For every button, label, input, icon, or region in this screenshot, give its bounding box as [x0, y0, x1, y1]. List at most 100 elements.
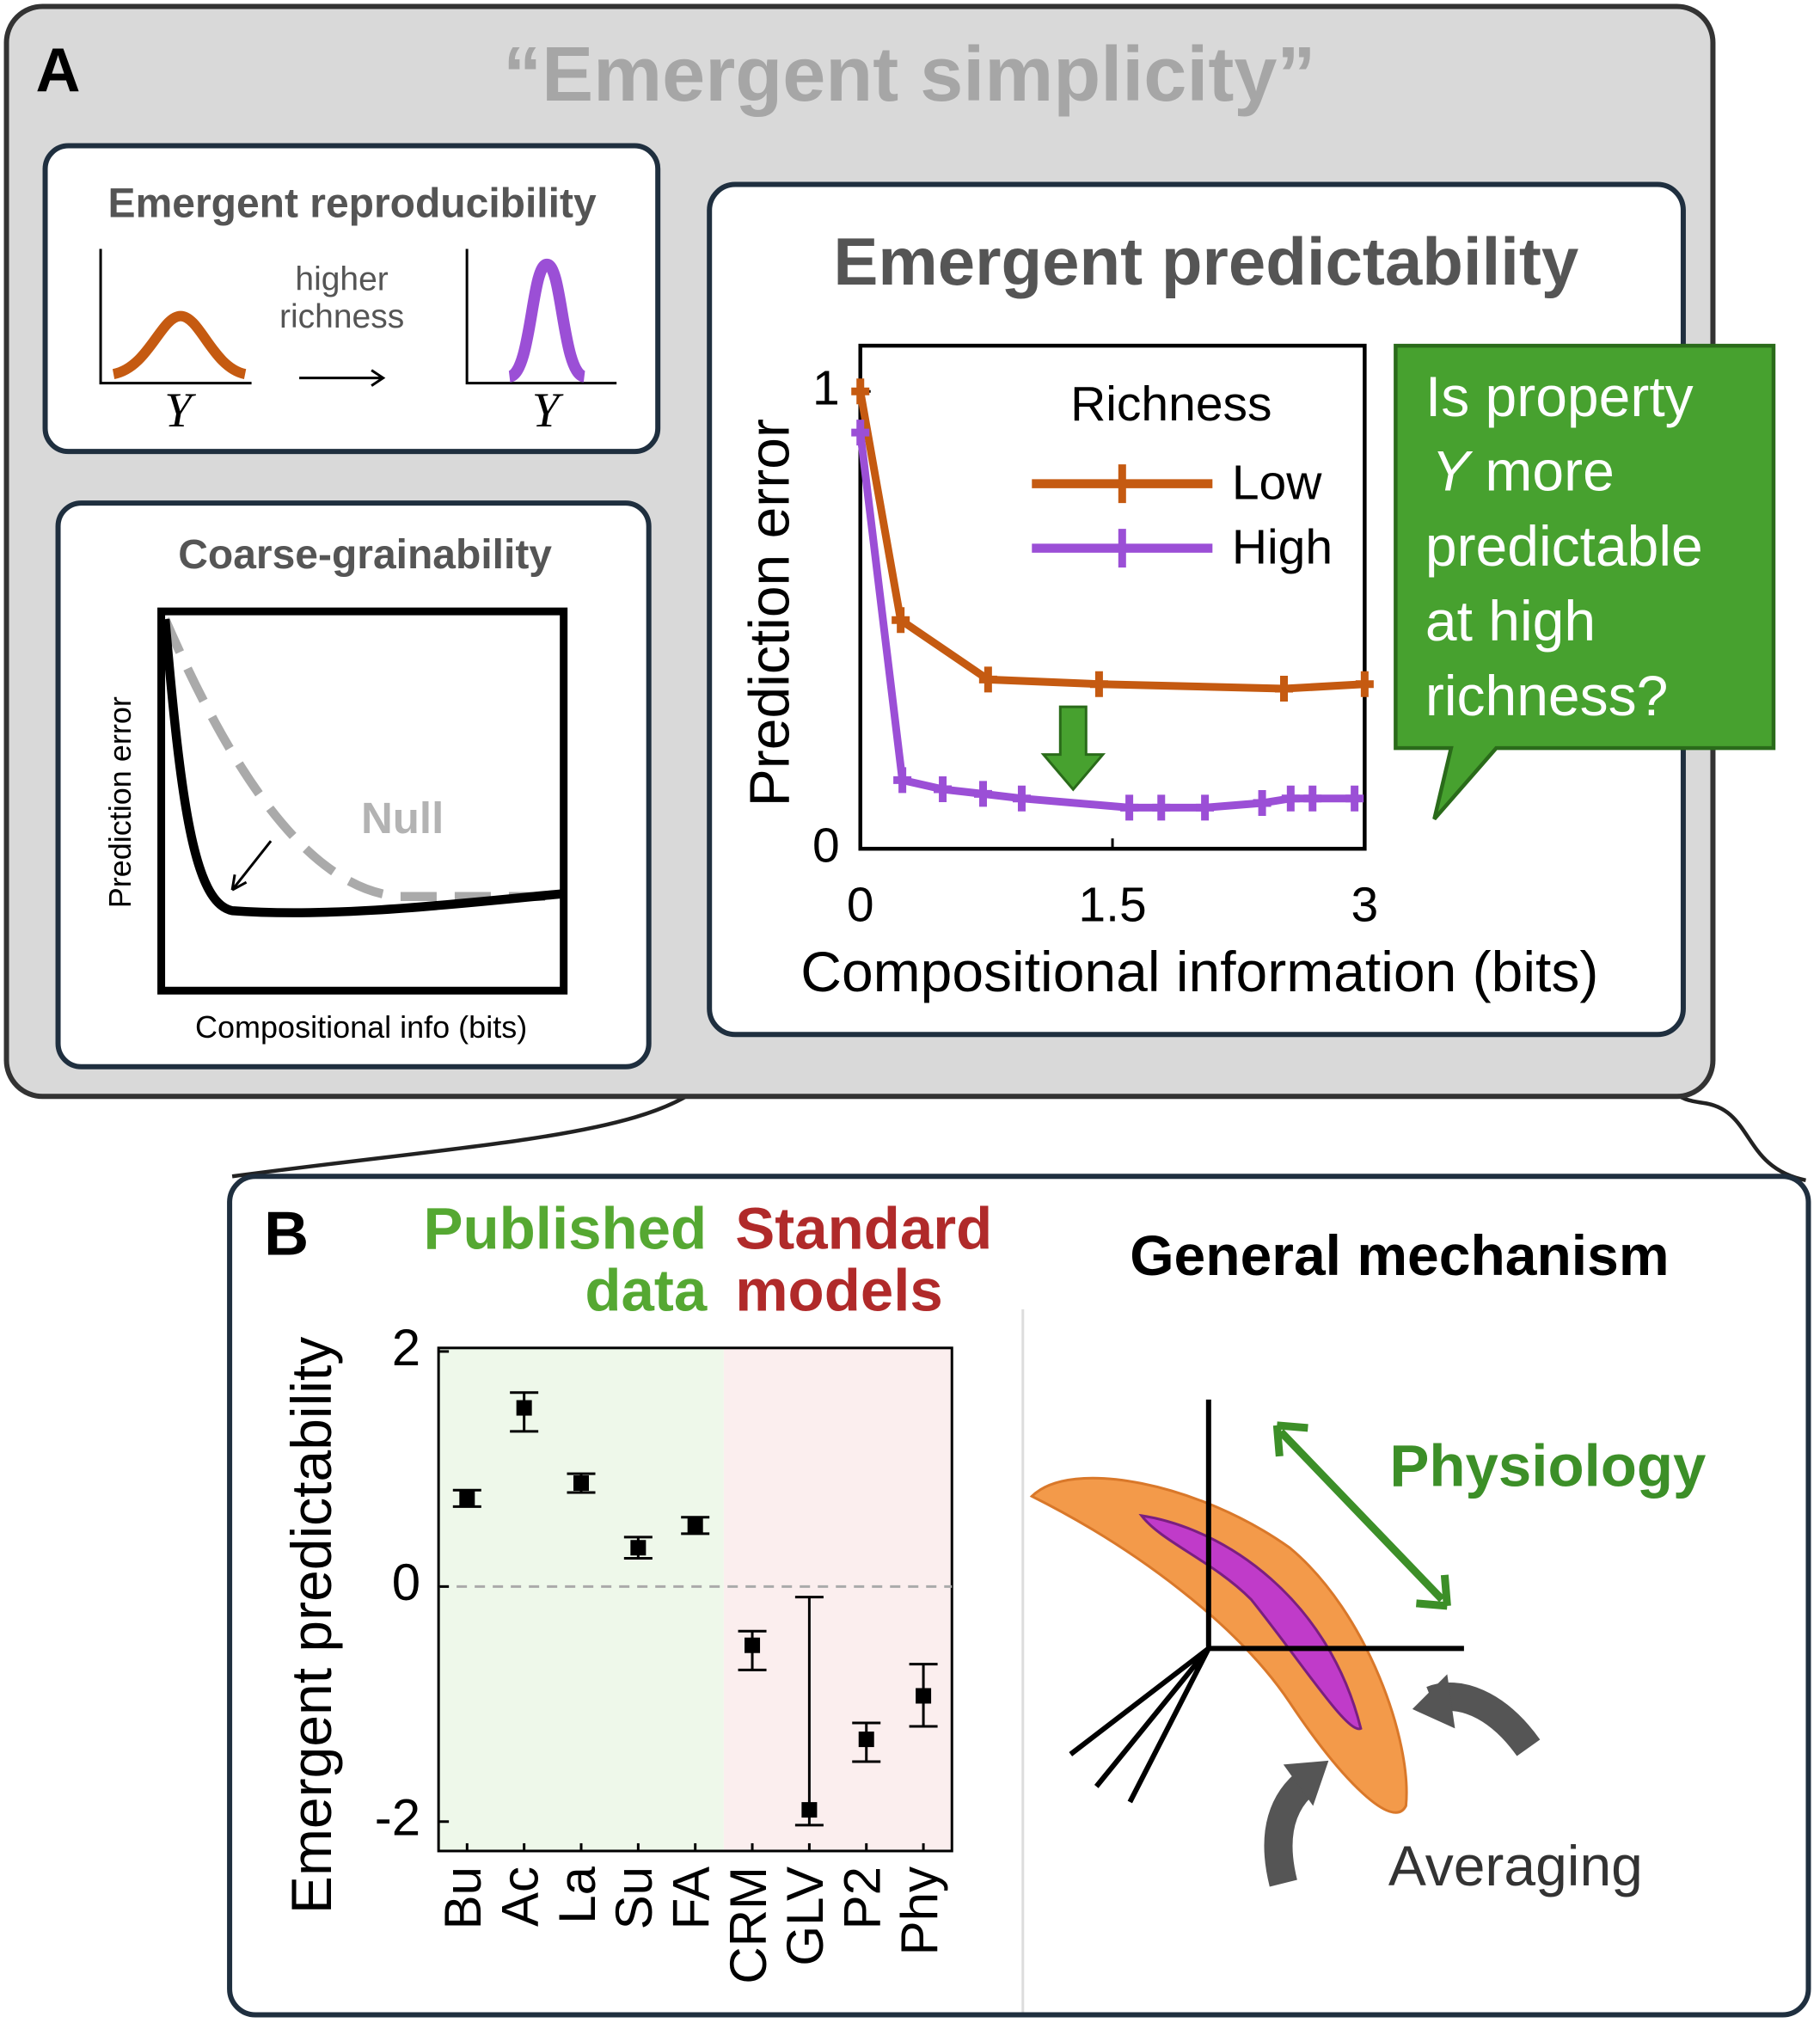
- axis-label: Y: [164, 383, 196, 438]
- inner-manifold: [1138, 1513, 1363, 1731]
- axes: [99, 248, 252, 385]
- point: [916, 1688, 932, 1704]
- marker: [1012, 785, 1031, 812]
- marker: [851, 420, 870, 446]
- marker: [1274, 676, 1294, 702]
- callout-line: at high: [1425, 589, 1596, 653]
- x-tick-label: Ac: [492, 1867, 549, 1927]
- axis-label: Prediction error: [738, 419, 801, 806]
- x-tick-label: FA: [663, 1867, 720, 1929]
- marker: [1281, 785, 1300, 812]
- x-tick-label: Phy: [891, 1867, 948, 1955]
- x-tick-label: GLV: [776, 1867, 834, 1966]
- double-arrow: [1272, 1421, 1451, 1610]
- plot-box: [157, 607, 568, 995]
- highlight-arrow: [1040, 705, 1106, 792]
- box-title: Emergent reproducibility: [108, 181, 597, 227]
- group-label: Published: [423, 1196, 707, 1262]
- axis-label: Prediction error: [102, 696, 138, 908]
- point: [858, 1732, 874, 1748]
- x-tick-label: 3: [1351, 877, 1379, 932]
- point: [459, 1490, 475, 1506]
- mechanism-title: General mechanism: [1130, 1223, 1669, 1287]
- point: [516, 1400, 532, 1416]
- legend-label: Low: [1232, 456, 1322, 511]
- variable: Y: [1431, 439, 1473, 503]
- null-curve: [161, 617, 561, 901]
- marker: [1120, 794, 1139, 821]
- region: [438, 1347, 724, 1851]
- marker: [1345, 785, 1364, 812]
- callout-line: predictable: [1425, 514, 1703, 578]
- panel-title: “Emergent simplicity”: [503, 32, 1315, 118]
- axes: [1069, 1399, 1464, 1804]
- mechanism-label: Physiology: [1389, 1433, 1706, 1499]
- panel-label: B: [264, 1199, 309, 1268]
- box: [42, 143, 661, 455]
- null-label: Null: [361, 794, 444, 843]
- y-tick-label: -2: [375, 1789, 420, 1847]
- legend-title: Richness: [1070, 377, 1272, 432]
- callout: [1394, 343, 1776, 821]
- marker: [1089, 671, 1108, 697]
- x-tick-label: La: [548, 1866, 606, 1923]
- curve: [112, 310, 247, 379]
- marker: [892, 607, 910, 634]
- manifold: [1029, 1476, 1408, 1814]
- curve: [160, 618, 562, 917]
- x-tick-label: 0: [847, 877, 874, 932]
- region: [723, 1347, 953, 1851]
- marker: [1253, 790, 1272, 817]
- marker: [1152, 794, 1171, 821]
- callout-word: more: [1485, 439, 1614, 503]
- y-tick-label: 1: [812, 360, 840, 415]
- group-label: models: [735, 1258, 943, 1324]
- marker: [851, 378, 870, 405]
- point: [630, 1540, 646, 1556]
- box-title: Emergent predictability: [833, 224, 1578, 299]
- marker: [1355, 671, 1374, 697]
- arrow-label: higher: [295, 261, 388, 297]
- axis-label: Compositional info (bits): [195, 1009, 527, 1045]
- marker: [1196, 794, 1215, 821]
- axis-label: Emergent predictability: [279, 1337, 343, 1914]
- x-tick-label: P2: [834, 1867, 892, 1929]
- group-label: data: [585, 1258, 708, 1324]
- x-tick-label: CRM: [720, 1867, 777, 1984]
- error-bar: [794, 1596, 824, 1827]
- marker: [934, 776, 953, 803]
- point: [573, 1475, 590, 1492]
- arrow: [299, 369, 386, 387]
- y-tick-label: 0: [392, 1554, 420, 1611]
- marker: [973, 781, 992, 807]
- axis-label: Y: [532, 383, 564, 438]
- y-tick-label: 0: [812, 818, 840, 873]
- marker: [1303, 785, 1322, 812]
- point: [801, 1802, 818, 1818]
- x-tick-label: Su: [605, 1867, 663, 1929]
- callout-line: richness?: [1425, 664, 1668, 727]
- arrow: [230, 840, 273, 892]
- x-tick-label: Bu: [434, 1867, 492, 1929]
- panel-label: A: [36, 36, 81, 105]
- box-title: Coarse-grainability: [178, 532, 552, 578]
- callout-line: Is property: [1425, 365, 1694, 428]
- arrow-head: [1283, 1760, 1329, 1806]
- axes: [465, 248, 617, 385]
- arrow-label: richness: [279, 298, 404, 335]
- y-tick-label: 2: [392, 1319, 420, 1376]
- point: [745, 1637, 761, 1653]
- point: [687, 1517, 703, 1534]
- series-line: [856, 390, 1365, 693]
- mechanism-label: Averaging: [1388, 1834, 1643, 1897]
- box: [55, 500, 652, 1070]
- x-tick-label: 1.5: [1078, 877, 1146, 932]
- group-label: Standard: [735, 1196, 992, 1262]
- marker: [978, 666, 997, 693]
- marker: [893, 767, 912, 794]
- axis-label: Compositional information (bits): [800, 940, 1598, 1003]
- legend-label: High: [1232, 520, 1333, 575]
